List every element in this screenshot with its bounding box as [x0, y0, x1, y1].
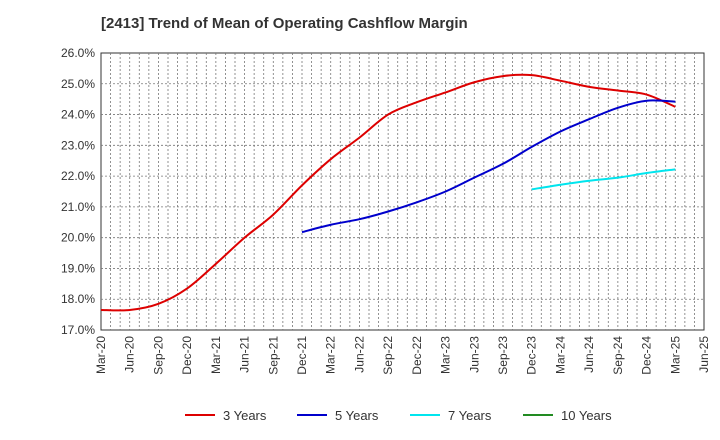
- x-tick-label: Mar-21: [209, 336, 223, 374]
- y-tick-label: 24.0%: [61, 108, 95, 122]
- x-tick-label: Sep-21: [266, 336, 280, 375]
- x-tick-label: Jun-22: [352, 336, 366, 373]
- y-tick-label: 25.0%: [61, 77, 95, 91]
- x-tick-label: Jun-20: [123, 336, 137, 373]
- x-tick-label: Jun-21: [238, 336, 252, 373]
- series-line-3-years: [100, 73, 676, 312]
- y-tick-label: 22.0%: [61, 169, 95, 183]
- x-tick-label: Mar-25: [668, 336, 682, 374]
- x-tick-label: Mar-24: [553, 336, 567, 374]
- x-tick-label: Sep-20: [151, 336, 165, 375]
- plot-area: [100, 52, 705, 331]
- x-tick-label: Jun-23: [467, 336, 481, 373]
- x-tick-label: Mar-23: [439, 336, 453, 374]
- x-tick-label: Sep-23: [496, 336, 510, 375]
- y-tick-label: 26.0%: [61, 46, 95, 60]
- x-tick-label: Dec-22: [410, 336, 424, 375]
- legend: 3 Years 5 Years 7 Years 10 Years: [185, 408, 612, 423]
- x-tick-label: Jun-24: [582, 336, 596, 373]
- x-tick-label: Mar-20: [94, 336, 108, 374]
- legend-label: 5 Years: [335, 408, 379, 423]
- x-tick-label: Dec-24: [640, 336, 654, 375]
- x-tick-label: Jun-25: [697, 336, 711, 373]
- series-line-5-years: [301, 99, 676, 234]
- legend-label: 7 Years: [448, 408, 492, 423]
- series-layer: [100, 73, 676, 312]
- x-tick-label: Sep-22: [381, 336, 395, 375]
- legend-label: 3 Years: [223, 408, 267, 423]
- x-tick-label: Dec-23: [525, 336, 539, 375]
- x-tick-label: Dec-20: [180, 336, 194, 375]
- y-tick-label: 18.0%: [61, 292, 95, 306]
- x-tick-label: Dec-21: [295, 336, 309, 375]
- x-tick-label: Sep-24: [611, 336, 625, 375]
- y-tick-label: 23.0%: [61, 138, 95, 152]
- y-tick-label: 19.0%: [61, 261, 95, 275]
- series-line-7-years: [531, 168, 676, 191]
- legend-label: 10 Years: [561, 408, 612, 423]
- y-tick-label: 21.0%: [61, 200, 95, 214]
- y-axis: 17.0% 18.0% 19.0% 20.0% 21.0% 22.0% 23.0% 24.0%…: [61, 46, 95, 337]
- chart-title: [2413] Trend of Mean of Operating Cashfl…: [101, 15, 468, 32]
- x-axis: Mar-20 Jun-20 Sep-20 Dec-20 Mar-21 Jun-21 Sep-…: [94, 336, 711, 375]
- y-tick-label: 17.0%: [61, 323, 95, 337]
- y-tick-label: 20.0%: [61, 231, 95, 245]
- x-tick-label: Mar-22: [324, 336, 338, 374]
